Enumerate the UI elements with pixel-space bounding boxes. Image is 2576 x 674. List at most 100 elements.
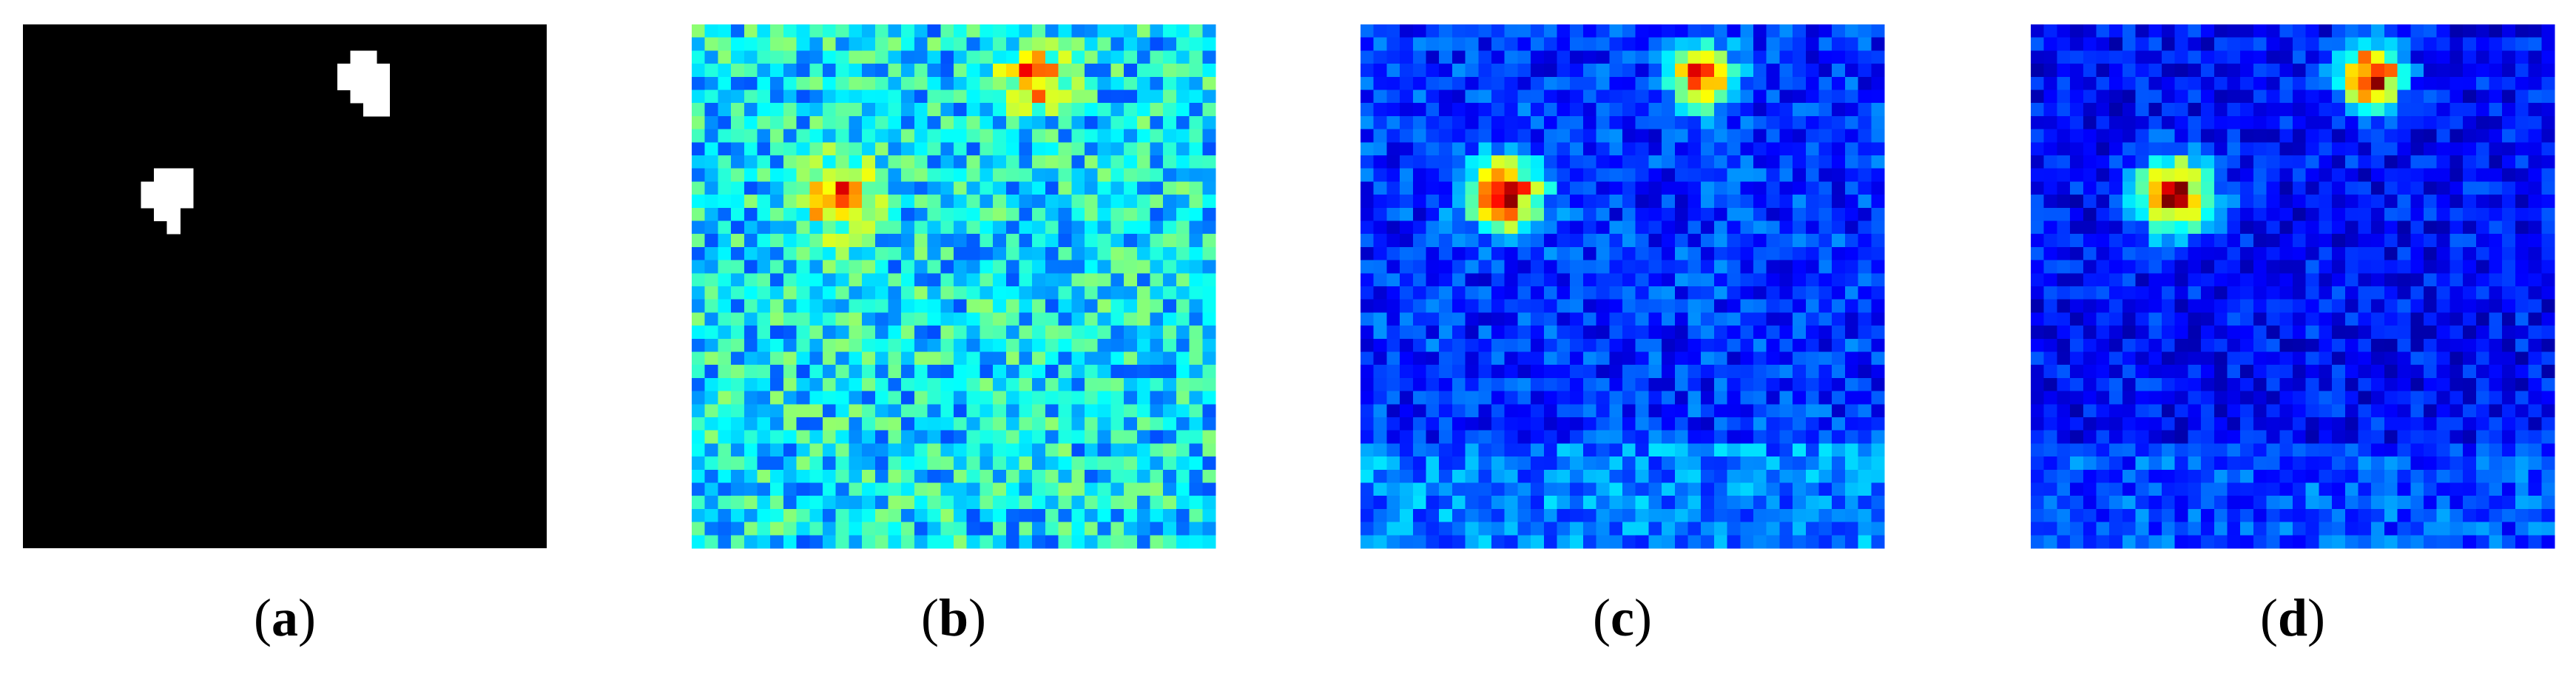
heatmap-pixel (1150, 417, 1164, 431)
heatmap-pixel (2475, 37, 2489, 51)
heatmap-pixel (2083, 142, 2097, 156)
heatmap-pixel (2332, 417, 2346, 431)
heatmap-pixel (1110, 234, 1125, 248)
heatmap-pixel (1662, 338, 1676, 352)
heatmap-pixel (1019, 234, 1033, 248)
heatmap-pixel (1032, 64, 1046, 78)
heatmap-pixel (2201, 37, 2215, 51)
heatmap-pixel (2043, 338, 2057, 352)
heatmap-pixel (914, 312, 928, 326)
heatmap-pixel (1400, 391, 1414, 405)
heatmap-pixel (1832, 142, 1846, 156)
heatmap-pixel (1596, 155, 1610, 169)
heatmap-pixel (2135, 312, 2149, 326)
heatmap-pixel (2174, 430, 2188, 444)
heatmap-pixel (1504, 430, 1518, 444)
heatmap-pixel (993, 76, 1007, 90)
heatmap-pixel (1097, 64, 1111, 78)
heatmap-pixel (2174, 299, 2188, 313)
heatmap-pixel (1426, 326, 1440, 340)
heatmap-pixel (1412, 456, 1426, 471)
heatmap-pixel (1674, 443, 1688, 457)
heatmap-pixel (2449, 129, 2464, 143)
heatmap-pixel (2371, 168, 2385, 182)
heatmap-pixel (2279, 338, 2293, 352)
heatmap-pixel (770, 115, 784, 130)
heatmap-pixel (2319, 181, 2333, 195)
heatmap-pixel (1373, 115, 1387, 130)
heatmap-pixel (1019, 312, 1033, 326)
heatmap-pixel (783, 50, 798, 64)
heatmap-pixel (874, 417, 889, 431)
heatmap-pixel (1189, 50, 1203, 64)
heatmap-pixel (954, 351, 968, 365)
heatmap-pixel (1150, 246, 1164, 261)
heatmap-pixel (2332, 391, 2346, 405)
heatmap-pixel (1150, 220, 1164, 235)
heatmap-pixel (1465, 115, 1479, 130)
heatmap-pixel (1426, 299, 1440, 313)
heatmap-pixel (1176, 443, 1190, 457)
heatmap-pixel (2266, 142, 2280, 156)
heatmap-pixel (1058, 129, 1072, 143)
heatmap-pixel (1110, 535, 1125, 549)
heatmap-pixel (1465, 37, 1479, 51)
heatmap-pixel (1609, 195, 1623, 209)
heatmap-pixel (1766, 246, 1780, 261)
heatmap-pixel (1124, 64, 1138, 78)
heatmap-pixel (2188, 508, 2202, 523)
heatmap-pixel (1517, 115, 1531, 130)
heatmap-pixel (2201, 24, 2215, 38)
heatmap-pixel (1818, 155, 1832, 169)
heatmap-pixel (2148, 365, 2162, 379)
heatmap-pixel (2515, 535, 2529, 549)
heatmap-pixel (2424, 430, 2438, 444)
heatmap-pixel (849, 129, 863, 143)
heatmap-pixel (1176, 496, 1190, 510)
heatmap-pixel (1609, 482, 1623, 496)
heatmap-pixel (1176, 90, 1190, 104)
heatmap-pixel (2083, 535, 2097, 549)
heatmap-pixel (2371, 326, 2385, 340)
heatmap-pixel (940, 168, 954, 182)
heatmap-pixel (1753, 273, 1767, 287)
heatmap-pixel (1582, 155, 1597, 169)
heatmap-pixel (1635, 430, 1649, 444)
heatmap-pixel (1687, 404, 1702, 418)
heatmap-pixel (1019, 496, 1033, 510)
heatmap-pixel (888, 220, 902, 235)
heatmap-pixel (914, 64, 928, 78)
heatmap-pixel (2253, 522, 2268, 536)
heatmap-pixel (2188, 535, 2202, 549)
heatmap-pixel (1674, 391, 1688, 405)
heatmap-pixel (2279, 299, 2293, 313)
heatmap-pixel (770, 24, 784, 38)
heatmap-pixel (2135, 377, 2149, 392)
heatmap-pixel (1110, 168, 1125, 182)
heatmap-pixel (966, 50, 980, 64)
heatmap-pixel (927, 103, 941, 117)
heatmap-pixel (2463, 456, 2477, 471)
heatmap-pixel (2449, 168, 2464, 182)
heatmap-pixel (1150, 260, 1164, 274)
heatmap-pixel (2475, 456, 2489, 471)
heatmap-pixel (757, 142, 771, 156)
heatmap-pixel (1701, 129, 1715, 143)
heatmap-pixel (2070, 417, 2084, 431)
heatmap-pixel (1570, 443, 1584, 457)
heatmap-pixel (1085, 377, 1099, 392)
mask-pixel (376, 64, 391, 78)
heatmap-pixel (2188, 338, 2202, 352)
heatmap-pixel (1713, 129, 1728, 143)
heatmap-pixel (809, 50, 823, 64)
heatmap-pixel (2109, 142, 2123, 156)
heatmap-pixel (2213, 469, 2228, 483)
heatmap-pixel (2410, 338, 2424, 352)
heatmap-pixel (2541, 496, 2555, 510)
heatmap-pixel (1361, 286, 1375, 300)
heatmap-pixel (1582, 234, 1597, 248)
heatmap-pixel (2174, 522, 2188, 536)
heatmap-pixel (2358, 260, 2372, 274)
heatmap-pixel (2424, 326, 2438, 340)
heatmap-pixel (1858, 142, 1872, 156)
